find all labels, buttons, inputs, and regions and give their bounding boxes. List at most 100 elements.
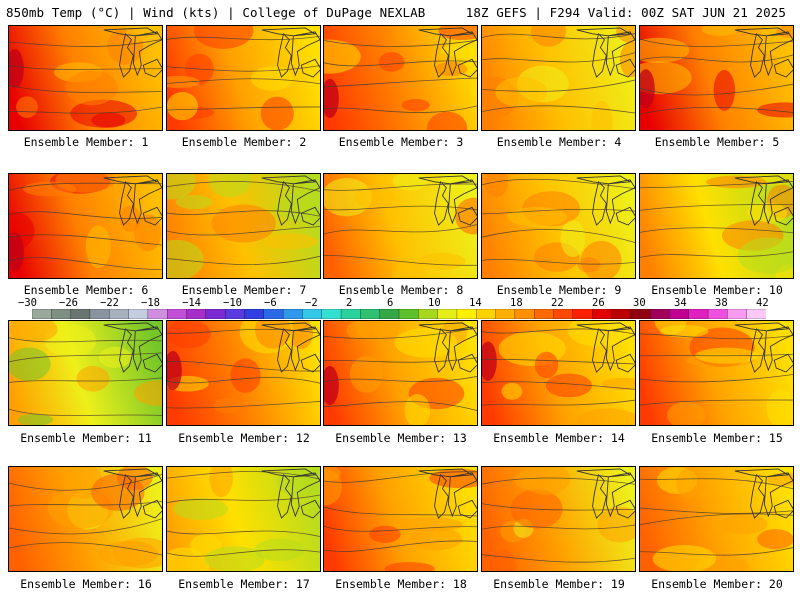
ensemble-member-label: Ensemble Member: 18 (335, 577, 467, 591)
ensemble-member-map (8, 466, 163, 572)
ensemble-member-map (481, 25, 636, 131)
colorbar-swatch (109, 309, 130, 319)
colorbar-swatch (727, 309, 748, 319)
colorbar-tick-label: −22 (100, 297, 119, 309)
ensemble-member-map (8, 173, 163, 279)
ensemble-member-map (639, 320, 794, 426)
colorbar-swatch (592, 309, 613, 319)
ensemble-member-map (166, 25, 321, 131)
ensemble-member-label: Ensemble Member: 3 (338, 135, 464, 149)
colorbar-tick-label: 2 (346, 297, 353, 309)
ensemble-member-map (481, 320, 636, 426)
colorbar-tick-label: 18 (510, 297, 523, 309)
colorbar-swatch (321, 309, 342, 319)
ensemble-member-label: Ensemble Member: 20 (651, 577, 783, 591)
colorbar-swatch (534, 309, 555, 319)
colorbar-tick-label: 14 (469, 297, 482, 309)
colorbar-tick-label: 38 (715, 297, 728, 309)
colorbar-tick-label: 6 (387, 297, 394, 309)
ensemble-member-map (481, 466, 636, 572)
colorbar-swatch (669, 309, 690, 319)
map-title: 850mb Temp (°C) | Wind (kts) | College o… (6, 5, 426, 20)
colorbar-swatch (553, 309, 574, 319)
ensemble-member-label: Ensemble Member: 5 (654, 135, 780, 149)
ensemble-member-map (639, 466, 794, 572)
ensemble-member-label: Ensemble Member: 9 (496, 283, 622, 297)
ensemble-member-map (323, 466, 478, 572)
ensemble-member-map (481, 173, 636, 279)
temperature-colorbar (32, 309, 766, 319)
colorbar-tick-label: −26 (59, 297, 78, 309)
ensemble-member-map (166, 466, 321, 572)
ensemble-member-label: Ensemble Member: 8 (338, 283, 464, 297)
colorbar-swatch (51, 309, 72, 319)
colorbar-tick-label: −10 (223, 297, 242, 309)
colorbar-swatch (495, 309, 516, 319)
colorbar-tick-label: −6 (264, 297, 277, 309)
ensemble-member-map (8, 25, 163, 131)
ensemble-member-map (639, 173, 794, 279)
colorbar-swatch (340, 309, 362, 319)
ensemble-member-map (323, 173, 478, 279)
colorbar-swatch (688, 309, 709, 319)
colorbar-swatch (437, 309, 458, 319)
ensemble-member-label: Ensemble Member: 15 (651, 431, 783, 445)
colorbar-swatch (707, 309, 729, 319)
colorbar-swatch (302, 309, 323, 319)
ensemble-member-label: Ensemble Member: 6 (23, 283, 149, 297)
colorbar-swatch (128, 309, 149, 319)
ensemble-member-label: Ensemble Member: 10 (651, 283, 783, 297)
colorbar-swatch (379, 309, 400, 319)
colorbar-tick-label: 22 (551, 297, 564, 309)
colorbar-tick-label: −14 (182, 297, 201, 309)
colorbar-swatch (611, 309, 632, 319)
colorbar-tick-label: −18 (141, 297, 160, 309)
ensemble-member-label: Ensemble Member: 1 (23, 135, 149, 149)
colorbar-swatch (225, 309, 246, 319)
ensemble-member-label: Ensemble Member: 16 (20, 577, 152, 591)
ensemble-member-map (323, 25, 478, 131)
colorbar-tick-label: 10 (428, 297, 441, 309)
colorbar-swatch (572, 309, 593, 319)
colorbar-tick-label: 42 (756, 297, 769, 309)
colorbar-tick-label: 34 (674, 297, 687, 309)
ensemble-member-map (166, 320, 321, 426)
colorbar-swatch (186, 309, 207, 319)
colorbar-swatch (418, 309, 439, 319)
colorbar-swatch (70, 309, 91, 319)
model-run-info: 18Z GEFS | F294 Valid: 00Z SAT JUN 21 20… (465, 5, 786, 20)
colorbar-swatch (167, 309, 188, 319)
colorbar-swatch (514, 309, 535, 319)
colorbar-tick-label: 26 (592, 297, 605, 309)
colorbar-swatch (398, 309, 419, 319)
colorbar-swatch (263, 309, 284, 319)
colorbar-swatch (360, 309, 381, 319)
colorbar-swatch (282, 309, 304, 319)
colorbar-swatch (147, 309, 168, 319)
ensemble-member-map (639, 25, 794, 131)
ensemble-member-label: Ensemble Member: 11 (20, 431, 152, 445)
colorbar-tick-label: 30 (633, 297, 646, 309)
ensemble-member-label: Ensemble Member: 7 (181, 283, 307, 297)
colorbar-swatch (32, 309, 52, 319)
colorbar-tick-label: −30 (18, 297, 37, 309)
colorbar-swatch (476, 309, 497, 319)
ensemble-member-map (166, 173, 321, 279)
colorbar-swatch (244, 309, 265, 319)
ensemble-member-label: Ensemble Member: 19 (493, 577, 625, 591)
ensemble-member-map (323, 320, 478, 426)
ensemble-member-map (8, 320, 163, 426)
colorbar-swatch (205, 309, 226, 319)
colorbar-swatch (89, 309, 110, 319)
colorbar-swatch (456, 309, 477, 319)
ensemble-member-label: Ensemble Member: 13 (335, 431, 467, 445)
colorbar-swatch (746, 309, 766, 319)
ensemble-member-label: Ensemble Member: 2 (181, 135, 307, 149)
ensemble-member-label: Ensemble Member: 17 (178, 577, 310, 591)
colorbar-tick-label: −2 (305, 297, 318, 309)
colorbar-swatch (630, 309, 651, 319)
ensemble-member-label: Ensemble Member: 12 (178, 431, 310, 445)
ensemble-member-label: Ensemble Member: 14 (493, 431, 625, 445)
ensemble-member-label: Ensemble Member: 4 (496, 135, 622, 149)
colorbar-swatch (649, 309, 671, 319)
